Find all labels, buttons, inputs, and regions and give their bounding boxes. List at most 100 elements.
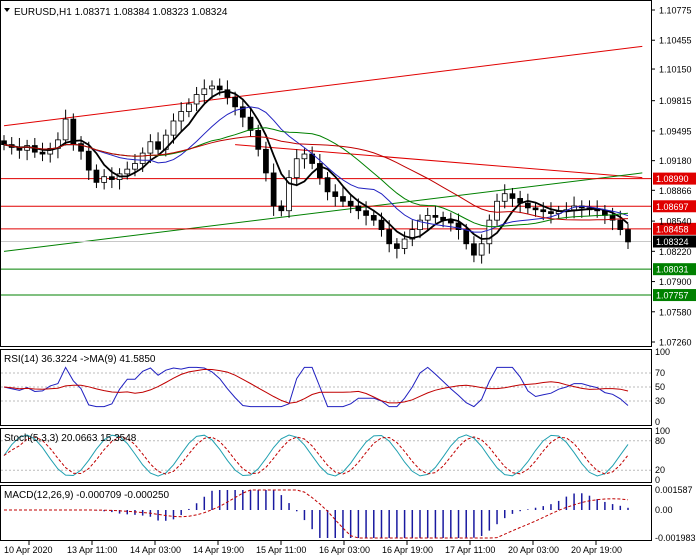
candle-body [108,176,115,180]
candle-body [471,243,477,256]
candle-body [363,210,369,216]
main-panel-frame [0,0,652,347]
x-tick-label: 20 Apr 03:00 [508,545,559,555]
rsi-panel-frame [0,349,652,426]
level-label: 1.07757 [656,291,689,301]
level-label-box [653,172,696,185]
candle-body [478,243,485,256]
stoch-tick-label: 80 [655,436,665,446]
stoch-k-line [3,434,629,477]
main-header: EURUSD,H1 1.08371 1.08384 1.08323 1.0832… [14,7,228,18]
stoch-panel-frame [0,428,652,483]
macd-signal-line [4,489,629,539]
price-tick-label: 1.07900 [659,277,692,287]
candle-body [509,193,516,199]
stoch-tick-label: 20 [655,465,665,475]
candle-body [155,141,161,150]
candle-body [139,152,146,164]
candle-body [270,172,277,207]
x-tick-label: 13 Apr 11:00 [67,545,117,555]
candle-body [409,229,416,240]
level-label: 1.08697 [656,202,689,212]
candle-body [70,118,77,145]
candle-body [355,205,362,212]
candle-body [609,215,616,221]
candle-body [263,148,269,174]
candle-body [394,243,400,249]
macd-tick-label: 0.001587 [655,485,693,495]
candle-body [424,215,431,221]
price-tick-label: 1.07260 [659,338,692,348]
x-tick-label: 20 Apr 19:00 [571,545,622,555]
trendline [235,144,643,179]
candle-body [193,94,200,105]
moving-average-line [3,135,629,221]
candle-body [224,89,231,98]
candle-body [455,222,462,231]
x-tick-label: 17 Apr 11:00 [445,545,495,555]
candle-body [548,211,554,214]
rsi-tick-label: 30 [655,396,665,406]
price-tick-label: 1.08220 [659,247,692,257]
candle-body [494,200,500,221]
rsi-tick-label: 70 [655,368,665,378]
price-tick-label: 1.10775 [659,6,692,16]
rsi-ma-line [3,368,629,404]
x-tick-label: 10 Apr 2020 [4,545,53,555]
price-tick-label: 1.10150 [659,65,692,75]
candle-body [293,158,300,179]
candle-body [93,169,100,183]
candle-body [378,219,385,231]
candle-body [301,153,308,160]
candle-body [417,219,423,231]
trendline [3,172,643,252]
candle-body [47,147,54,155]
rsi-tick-label: 50 [655,382,665,392]
candle-body [216,85,223,91]
candle-body [85,150,92,171]
level-label: 1.08324 [656,237,689,247]
candle-body [147,141,154,154]
rsi-line [3,366,629,408]
rsi-tick-label: 0 [655,417,660,427]
candle-body [278,205,285,212]
candle-body [62,118,69,141]
trendline [3,45,643,127]
candle-body [463,229,470,245]
candle-body [132,163,138,170]
candle-body [286,177,292,212]
x-tick-label: 14 Apr 19:00 [193,545,244,555]
candle-body [340,196,346,202]
level-label-box [653,222,696,235]
candle-body [594,209,601,212]
level-label: 1.08990 [656,174,689,184]
price-tick-label: 1.07580 [659,307,692,317]
level-label: 1.08458 [656,224,689,234]
candle-body [170,120,177,136]
candle-body [186,103,192,112]
rsi-tick-label: 100 [655,347,670,357]
candle-body [178,111,185,122]
candle-body [101,176,108,183]
candle-body [124,168,131,175]
collapse-icon[interactable] [4,8,10,12]
level-label-box [653,263,696,276]
price-tick-label: 1.09815 [659,96,692,106]
candle-body [232,96,238,108]
level-label: 1.08031 [656,265,689,275]
candle-body [78,143,84,152]
candle-body [401,238,408,249]
price-tick-label: 1.08540 [659,217,692,227]
candle-body [255,130,262,150]
rsi-header: RSI(14) 36.3224 ->MA(9) 41.5850 [4,354,156,365]
level-label-box [653,289,696,302]
candle-body [332,191,339,197]
moving-average-line [3,106,629,233]
candle-body [201,88,208,95]
candle-body [540,209,547,213]
level-label-box [653,200,696,213]
candle-body [324,177,331,193]
stoch-tick-label: 0 [655,475,660,485]
price-tick-label: 1.08866 [659,186,692,196]
